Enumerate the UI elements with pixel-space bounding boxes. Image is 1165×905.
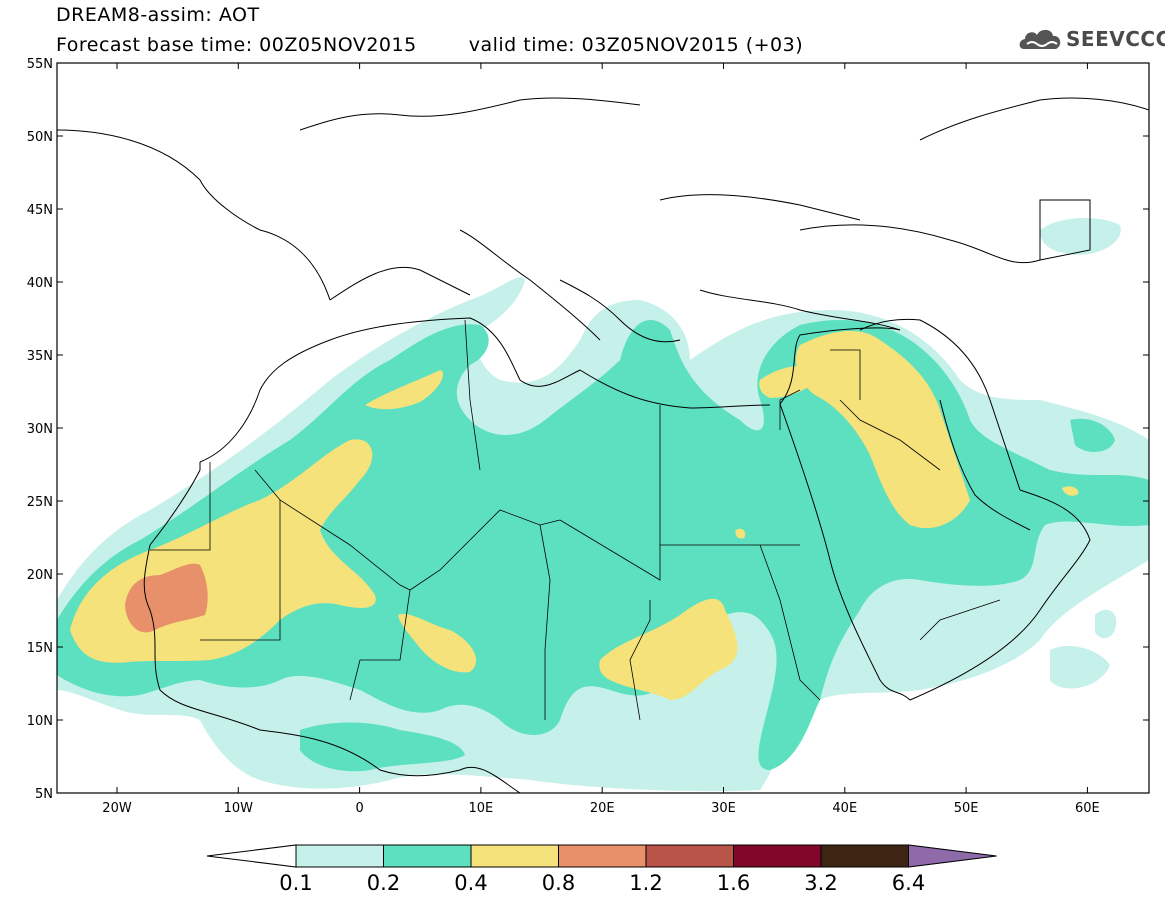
colorbar-label: 3.2 <box>804 871 837 895</box>
aot-level-0.8 <box>125 563 208 633</box>
colorbar-segment <box>645 844 734 868</box>
lon-label: 0 <box>355 801 363 816</box>
lon-label: 20W <box>102 801 132 816</box>
colorbar-segment <box>558 844 647 868</box>
colorbar-segment <box>295 844 384 868</box>
logo-text: SEEVCCC <box>1066 27 1165 51</box>
colorbar-label: 0.2 <box>367 871 400 895</box>
lon-label: 60E <box>1075 801 1100 816</box>
lat-label: 50N <box>27 130 53 145</box>
lat-label: 10N <box>27 714 53 729</box>
colorbar-labels: 0.1 0.2 0.4 0.8 1.2 1.6 3.2 6.4 <box>279 871 925 895</box>
latitude-axis: 55N 50N 45N 40N 35N 30N 25N 20N 15N 10N 5N <box>27 57 1149 802</box>
lat-label: 5N <box>35 787 53 802</box>
colorbar-segment <box>470 844 559 868</box>
colorbar-label: 0.4 <box>454 871 487 895</box>
lat-label: 35N <box>27 349 53 364</box>
colorbar-segment <box>383 844 472 868</box>
lon-label: 40E <box>832 801 857 816</box>
lat-label: 15N <box>27 641 53 656</box>
longitude-axis: 20W 10W 0 10E 20E 30E 40E 50E 60E <box>102 63 1100 816</box>
lat-label: 45N <box>27 203 53 218</box>
lon-label: 10W <box>224 801 254 816</box>
base-time: Forecast base time: 00Z05NOV2015 <box>56 34 417 56</box>
country-borders <box>150 319 1001 721</box>
colorbar-label: 1.6 <box>717 871 750 895</box>
lat-label: 20N <box>27 568 53 583</box>
lat-label: 30N <box>27 422 53 437</box>
map-title: DREAM8-assim: AOT <box>56 4 260 26</box>
lat-label: 40N <box>27 276 53 291</box>
map-subtitle: Forecast base time: 00Z05NOV2015 valid ti… <box>56 34 803 56</box>
colorbar-label: 0.1 <box>279 871 312 895</box>
coastlines <box>57 97 1149 793</box>
lat-label: 25N <box>27 495 53 510</box>
aot-fields <box>57 218 1149 792</box>
lat-label: 55N <box>27 57 53 72</box>
colorbar-segment <box>820 844 909 868</box>
colorbar-label: 1.2 <box>629 871 662 895</box>
colorbar-segment <box>733 844 822 868</box>
lon-label: 20E <box>590 801 615 816</box>
colorbar-arrow-low <box>206 844 297 868</box>
seevccc-logo: SEEVCCC <box>1018 25 1165 55</box>
valid-time: valid time: 03Z05NOV2015 (+03) <box>468 34 804 56</box>
lon-label: 30E <box>711 801 736 816</box>
colorbar-label: 0.8 <box>542 871 575 895</box>
colorbar-arrow-high <box>908 844 997 868</box>
lon-label: 10E <box>469 801 494 816</box>
colorbar <box>206 844 997 868</box>
lon-label: 50E <box>954 801 979 816</box>
colorbar-label: 6.4 <box>892 871 925 895</box>
cloud-logo-icon <box>1019 29 1061 49</box>
